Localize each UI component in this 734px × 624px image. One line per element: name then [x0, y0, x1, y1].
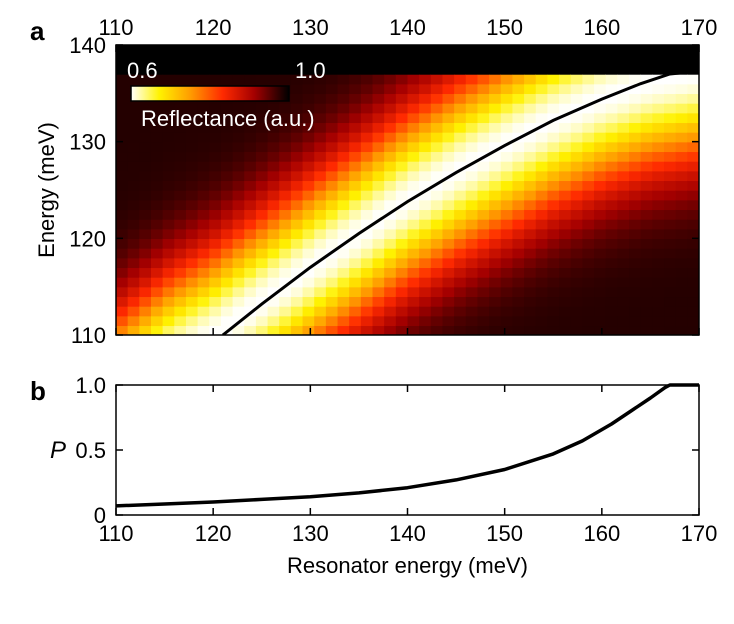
panel-a-ytick-label: 140	[69, 33, 106, 58]
panel-b-ytick-label: 0	[94, 503, 106, 528]
panel-b-axes	[116, 385, 699, 515]
panel-b-xtick-label: 170	[681, 521, 718, 546]
panel-b-xtick-label: 120	[195, 521, 232, 546]
colorbar-min-label: 0.6	[127, 58, 158, 83]
panel-b-xlabel: Resonator energy (meV)	[287, 553, 528, 578]
panel-b-xtick-label: 150	[486, 521, 523, 546]
panel-a-ytick-label: 120	[69, 226, 106, 251]
panel-a-label: a	[30, 16, 45, 46]
panel-b-xtick-label: 160	[583, 521, 620, 546]
figure-svg: 0.6 1.0 Reflectance (a.u.) 110 120 130 140 150 1…	[0, 0, 734, 624]
colorbar-max-label: 1.0	[295, 58, 326, 83]
panel-a-xtick-label: 120	[195, 15, 232, 40]
panel-a-ylabel: Energy (meV)	[34, 122, 59, 258]
colorbar-caption: Reflectance (a.u.)	[141, 106, 315, 131]
panel-a-ytick-label: 130	[69, 130, 106, 155]
panel-b-ylabel: P	[50, 437, 66, 464]
panel-a-xtick-label: 140	[389, 15, 426, 40]
panel-b-curve	[116, 385, 699, 506]
panel-b-label: b	[30, 376, 46, 406]
panel-a-ytick-label: 110	[71, 323, 106, 348]
colorbar	[131, 86, 289, 101]
panel-b-ytick-label: 0.5	[75, 438, 106, 463]
panel-b-xtick-label: 130	[292, 521, 329, 546]
panel-a-xtick-label: 150	[486, 15, 523, 40]
panel-a-xtick-label: 170	[681, 15, 718, 40]
panel-a-xtick-label: 130	[292, 15, 329, 40]
panel-b-ytick-label: 1.0	[75, 373, 106, 398]
panel-a-xtick-label: 160	[583, 15, 620, 40]
panel-b-xtick-label: 140	[389, 521, 426, 546]
